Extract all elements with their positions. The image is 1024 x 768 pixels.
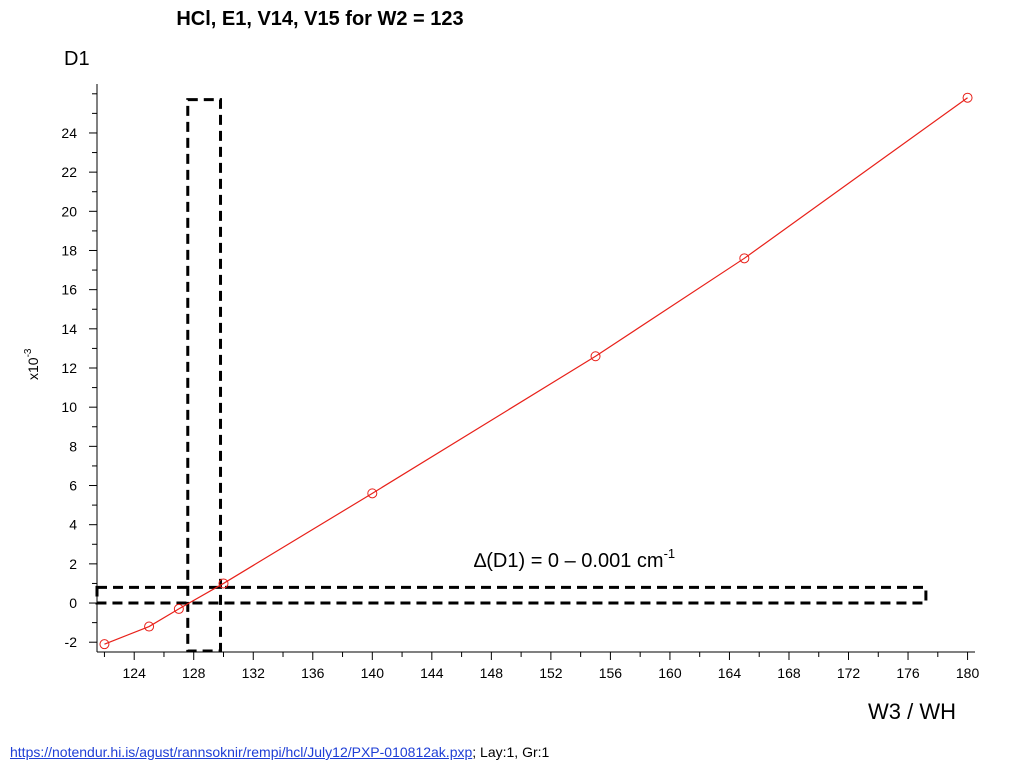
y-tick-label: 8 [69, 438, 77, 454]
annotation: ∆(D1) = 0 – 0.001 cm-1 [474, 546, 675, 572]
chart: 124 128 132 136 140 144 148 152 156 160 164 168 172 1… [23, 84, 980, 681]
y-tick-label: 14 [61, 321, 77, 337]
y-tick-label: 2 [69, 556, 77, 572]
y-multiplier: x10-3 [23, 348, 41, 380]
data-point [99, 639, 110, 650]
x-tick-label: 160 [658, 665, 682, 681]
y-tick-label: -2 [65, 634, 78, 650]
y-tick-label: 12 [61, 360, 77, 376]
y-tick-label: 0 [69, 595, 77, 611]
source-suffix: ; Lay:1, Gr:1 [472, 744, 550, 760]
x-tick-label: 132 [242, 665, 266, 681]
x-tick-label: 140 [361, 665, 385, 681]
y-tick-label: 10 [61, 399, 77, 415]
y-tick-label: 4 [69, 517, 77, 533]
x-tick-label: 180 [956, 665, 980, 681]
y-tick-label: 20 [61, 203, 77, 219]
y-tick-label: 18 [61, 242, 77, 258]
x-tick-label: 168 [777, 665, 801, 681]
x-tick-label: 156 [599, 665, 623, 681]
x-tick-label: 148 [480, 665, 504, 681]
x-axis-label: W3 / WH [868, 699, 956, 724]
data-point [173, 603, 184, 614]
data-point [962, 92, 973, 103]
annotation-sup: -1 [664, 546, 676, 561]
annotation-text: (D1) = 0 – 0.001 cm [486, 550, 663, 572]
x-tick-label: 124 [123, 665, 147, 681]
data-point [590, 351, 601, 362]
data-point [367, 488, 378, 499]
data-points [99, 92, 973, 650]
source-link[interactable]: https://notendur.hi.is/agust/rannsoknir/… [10, 744, 473, 760]
data-point [144, 621, 155, 632]
y-axis-label: D1 [64, 48, 90, 70]
series-line-path [104, 97, 968, 645]
x-tick-label: 176 [896, 665, 920, 681]
x-tick-label: 164 [718, 665, 742, 681]
x-tick-label: 172 [837, 665, 861, 681]
y-tick-label: 24 [61, 125, 77, 141]
data-point [218, 578, 229, 589]
source-line: https://notendur.hi.is/agust/rannsoknir/… [10, 744, 549, 760]
x-tick-label: 128 [182, 665, 206, 681]
y-multiplier-exponent: -3 [23, 348, 34, 357]
annotation-delta: ∆ [474, 550, 487, 572]
highlight-box [186, 98, 223, 653]
x-tick-label: 136 [301, 665, 325, 681]
y-tick-label: 16 [61, 282, 77, 298]
series-line [104, 97, 968, 645]
x-ticks: 124 128 132 136 140 144 148 152 156 160 164 168 172 1… [103, 652, 980, 681]
y-tick-label: 6 [69, 478, 77, 494]
data-point [739, 253, 750, 264]
x-tick-label: 152 [539, 665, 563, 681]
chart-title: HCl, E1, V14, V15 for W2 = 123 [176, 8, 464, 30]
y-tick-label: 22 [61, 164, 77, 180]
y-multiplier-base: x10 [25, 357, 41, 380]
x-tick-label: 144 [420, 665, 444, 681]
